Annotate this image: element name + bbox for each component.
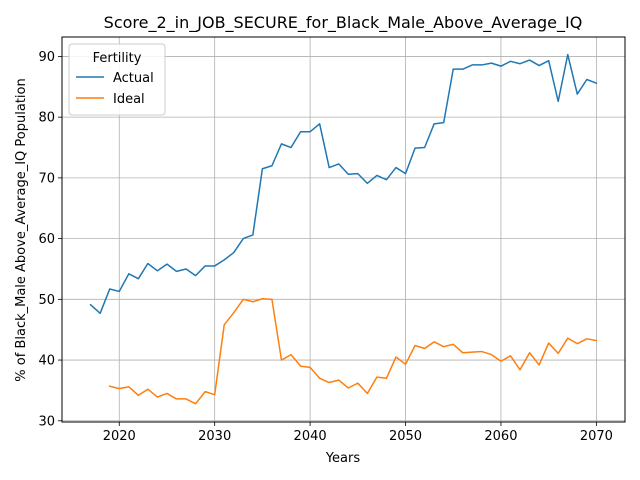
y-tick-label: 80: [38, 111, 55, 126]
chart-title: Score_2_in_JOB_SECURE_for_Black_Male_Abo…: [104, 13, 583, 33]
y-tick-label: 50: [38, 293, 55, 308]
y-tick-label: 70: [38, 171, 55, 186]
series-line-actual: [89, 53, 598, 315]
series-line-ideal: [108, 297, 598, 405]
grid: [62, 37, 625, 422]
legend: Fertility Actual Ideal: [68, 43, 166, 116]
y-tick-label: 90: [38, 50, 55, 65]
x-tick-label: 2020: [103, 429, 136, 444]
x-tick-label: 2070: [580, 429, 613, 444]
legend-label-actual: Actual: [113, 71, 154, 86]
plot-frame: [61, 36, 626, 423]
x-axis-label: Years: [325, 451, 361, 466]
series-lines: [89, 53, 598, 405]
y-tick-label: 60: [38, 232, 55, 247]
y-tick-label: 30: [38, 414, 55, 429]
legend-label-ideal: Ideal: [113, 92, 145, 107]
x-tick-label: 2040: [294, 429, 327, 444]
axis-ticks: 2020 2030 2040 2050 2060 2070 30 40 50 60 70 80 90: [38, 50, 612, 444]
x-tick-label: 2030: [198, 429, 231, 444]
y-axis-label: % of Black_Male Above_Average_IQ Populat…: [14, 78, 29, 381]
x-tick-label: 2060: [484, 429, 517, 444]
y-tick-label: 40: [38, 354, 55, 369]
x-tick-label: 2050: [389, 429, 422, 444]
legend-title: Fertility: [93, 51, 142, 66]
